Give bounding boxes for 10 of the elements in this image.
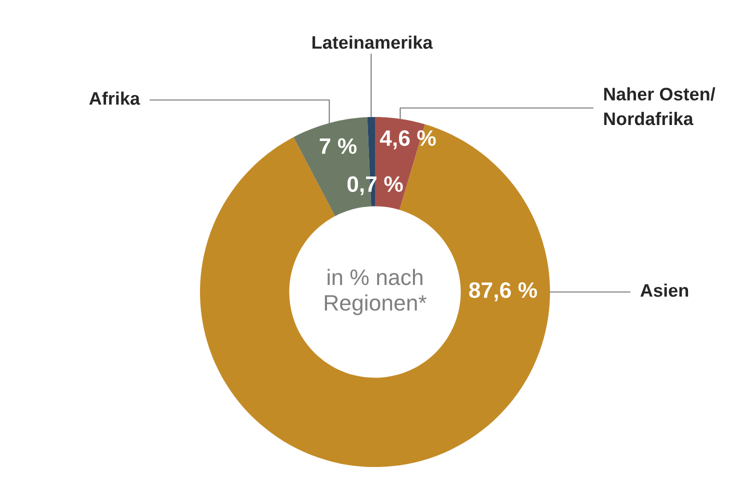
- slice-label: Asien: [640, 284, 688, 297]
- slice-label: Afrika: [89, 92, 140, 105]
- donut-slice: [200, 124, 550, 467]
- data-label: 7 %: [320, 138, 357, 154]
- slice-label: Naher Osten/ Nordafrika: [604, 87, 716, 126]
- slice-label: Lateinamerika: [312, 36, 433, 49]
- data-label: 87,6 %: [469, 282, 538, 302]
- data-label: 0,7 %: [347, 176, 403, 196]
- data-label: 4,6 %: [380, 130, 436, 150]
- text: in % nach Regionen*: [324, 268, 427, 316]
